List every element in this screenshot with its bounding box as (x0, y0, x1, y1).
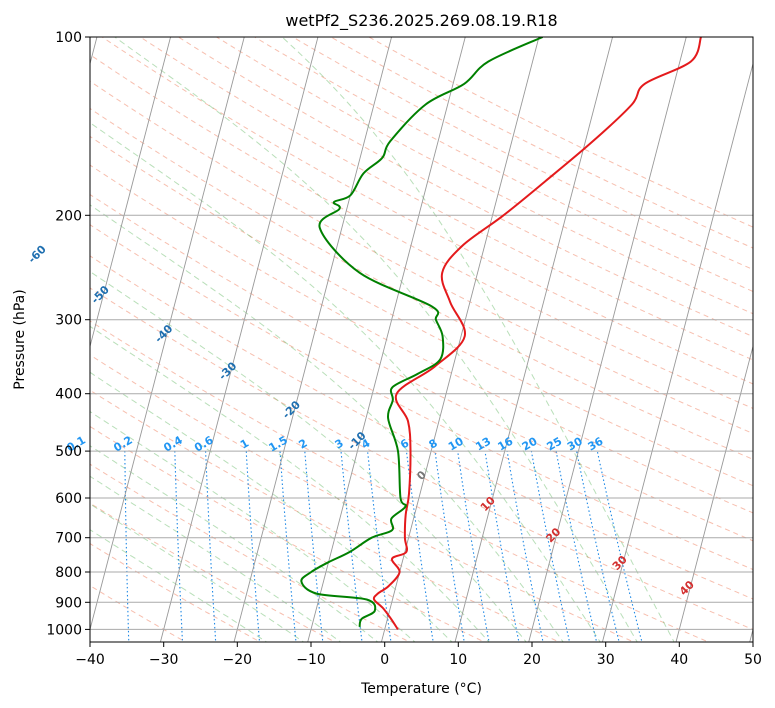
y-tick-label: 300 (55, 313, 82, 329)
mixing-ratio-line (506, 451, 544, 642)
series-lines (300, 37, 702, 630)
mixing-ratio-line (484, 451, 520, 642)
isotherm-line (528, 37, 687, 642)
grid-lines (90, 37, 753, 642)
mixing-ratio-line (78, 451, 79, 644)
isotherm-line (380, 37, 540, 642)
isotherm-line (159, 37, 319, 642)
mixing-ratio-line (576, 450, 620, 642)
temperature-line (372, 37, 702, 630)
isotherm-line (233, 37, 393, 642)
plot-frame (89, 36, 754, 643)
dry-adiabat (90, 107, 753, 460)
x-axis-ticks: −40 −30 −20 −10 0 10 20 30 40 50 (75, 642, 762, 668)
isotherm-line (90, 37, 172, 349)
dry-adiabat (90, 425, 486, 642)
isotherm-line (601, 61, 753, 642)
plot-area (90, 37, 753, 642)
mixing-ratio-line (457, 451, 490, 642)
mixing-ratio-line (596, 450, 643, 642)
y-tick-label: 400 (55, 387, 82, 403)
dry-adiabat (90, 54, 753, 409)
x-axis-label: Temperature (°C) (360, 681, 482, 697)
x-tick-label: −30 (149, 652, 179, 668)
isotherm-label: -60 (26, 242, 49, 265)
x-tick-label: 10 (449, 652, 467, 668)
x-tick-label: −40 (75, 652, 105, 668)
x-tick-label: 30 (597, 652, 615, 668)
y-tick-label: 100 (55, 30, 82, 46)
dewpoint-line (300, 37, 544, 628)
x-tick-label: 50 (744, 652, 762, 668)
x-tick-label: 20 (523, 652, 541, 668)
y-tick-label: 700 (55, 531, 82, 547)
dry-adiabat (90, 224, 753, 571)
y-tick-label: 600 (55, 491, 82, 507)
dry-adiabat (177, 37, 753, 338)
y-axis-label: Pressure (hPa) (12, 289, 28, 389)
y-axis-ticks: 100 200 300 400 500 600 700 800 900 1000 (46, 30, 90, 638)
y-tick-label: 200 (55, 208, 82, 224)
moist-adiabat (90, 445, 379, 642)
chart-title: wetPf2_S236.2025.269.08.19.R18 (285, 11, 557, 31)
x-tick-label: 0 (380, 652, 389, 668)
x-tick-label: −20 (223, 652, 253, 668)
dry-adiabat (253, 37, 753, 292)
x-tick-label: −10 (296, 652, 326, 668)
mixing-ratio-line (174, 451, 184, 642)
dry-adiabat (90, 255, 753, 600)
isotherm-line (675, 344, 753, 642)
x-tick-label: 40 (670, 652, 688, 668)
mixing-ratio-line (530, 451, 571, 642)
y-tick-label: 900 (55, 595, 82, 611)
y-tick-label: 500 (55, 444, 82, 460)
dry-adiabat (101, 37, 753, 385)
mixing-ratio-line (555, 450, 598, 642)
moist-adiabat (114, 37, 638, 642)
isotherm-line (307, 37, 466, 642)
moist-adiabat (281, 37, 675, 642)
isotherm-line (90, 37, 245, 632)
y-tick-label: 1000 (46, 622, 82, 638)
dry-adiabat (90, 164, 753, 514)
y-tick-label: 800 (55, 565, 82, 581)
isotherm-line (454, 37, 614, 642)
